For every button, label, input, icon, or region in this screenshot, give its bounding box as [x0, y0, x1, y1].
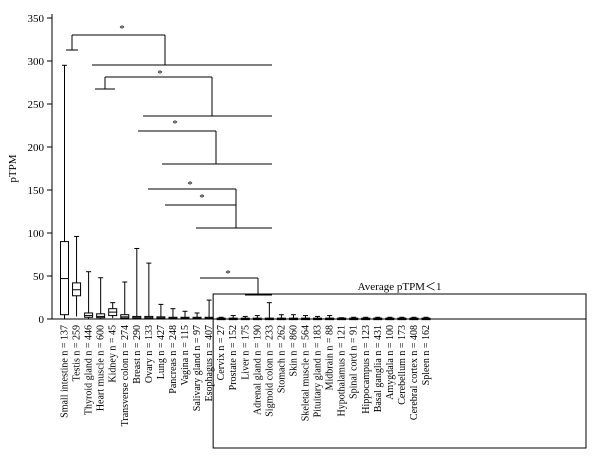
y-axis-label: pTPM — [7, 154, 19, 182]
category-label: Testis n = 259 — [72, 325, 83, 381]
category-label: Kidney n = 45 — [108, 325, 119, 383]
y-tick-label: 150 — [28, 185, 45, 197]
category-label: Esophagus n = 407 — [204, 325, 215, 401]
category-labels: Small intestine n = 137 Testis n = 259 Thy… — [60, 325, 433, 426]
category-label: Prostate n = 152 — [228, 325, 239, 390]
category-label: Transverse colon n = 274 — [120, 325, 131, 426]
significance-marker: * — [187, 179, 193, 191]
category-label: Amygdala n = 100 — [385, 325, 396, 400]
y-tick-label: 100 — [28, 228, 45, 240]
category-label: Hypothalamus n = 121 — [337, 325, 348, 416]
y-axis: 0 50 100 150 200 250 300 350 — [28, 13, 53, 326]
low-expression-label: Average pTPM＜1 — [358, 281, 442, 293]
category-label: Pituitary gland n = 183 — [313, 325, 324, 417]
category-label: Skin n = 860 — [288, 325, 299, 376]
significance-marker: * — [157, 68, 163, 80]
category-label: Basal ganglia n = 431 — [373, 325, 384, 412]
category-label: Adrenal gland n = 190 — [252, 325, 263, 415]
category-label: Ovary n = 133 — [144, 325, 155, 383]
significance-brackets: * * * * * * — [66, 23, 272, 296]
category-label: Cerebral cortex n = 408 — [409, 325, 420, 420]
category-label: Heart muscle n = 600 — [96, 325, 107, 411]
category-label: Lung n = 427 — [156, 325, 167, 379]
category-label: Spinal cord n = 91 — [349, 325, 360, 399]
category-label: Breast n = 290 — [132, 325, 143, 384]
category-label: Cervix n = 27 — [216, 325, 227, 380]
category-label: Midbrain n = 88 — [325, 325, 336, 390]
category-label: Pancreas n = 248 — [168, 325, 179, 394]
y-tick-label: 300 — [28, 56, 45, 68]
category-label: Cerebellum n = 173 — [397, 325, 408, 405]
box — [96, 313, 106, 319]
category-label: Vagina n = 115 — [180, 325, 191, 386]
y-tick-label: 50 — [33, 271, 45, 283]
significance-marker: * — [225, 268, 231, 280]
category-label: Stomach n = 262 — [276, 325, 287, 393]
category-label: Small intestine n = 137 — [60, 325, 71, 418]
category-label: Spleen n = 162 — [421, 325, 432, 385]
category-label: Sigmoid colon n = 233 — [264, 325, 275, 417]
significance-marker: * — [119, 23, 125, 35]
category-label: Liver n = 175 — [240, 325, 251, 380]
low-expression-frame — [212, 293, 587, 449]
category-label: Hippocampus n = 123 — [361, 325, 372, 414]
y-tick-label: 200 — [28, 142, 45, 154]
category-label: Skeletal muscle n = 564 — [301, 325, 312, 421]
y-tick-label: 0 — [39, 314, 45, 326]
y-tick-label: 350 — [28, 13, 45, 25]
y-tick-label: 250 — [28, 99, 45, 111]
significance-marker: * — [199, 192, 205, 204]
category-label: Thyroid gland n = 446 — [84, 325, 95, 415]
category-label: Salivary gland n = 97 — [192, 325, 203, 411]
significance-marker: * — [172, 118, 178, 130]
